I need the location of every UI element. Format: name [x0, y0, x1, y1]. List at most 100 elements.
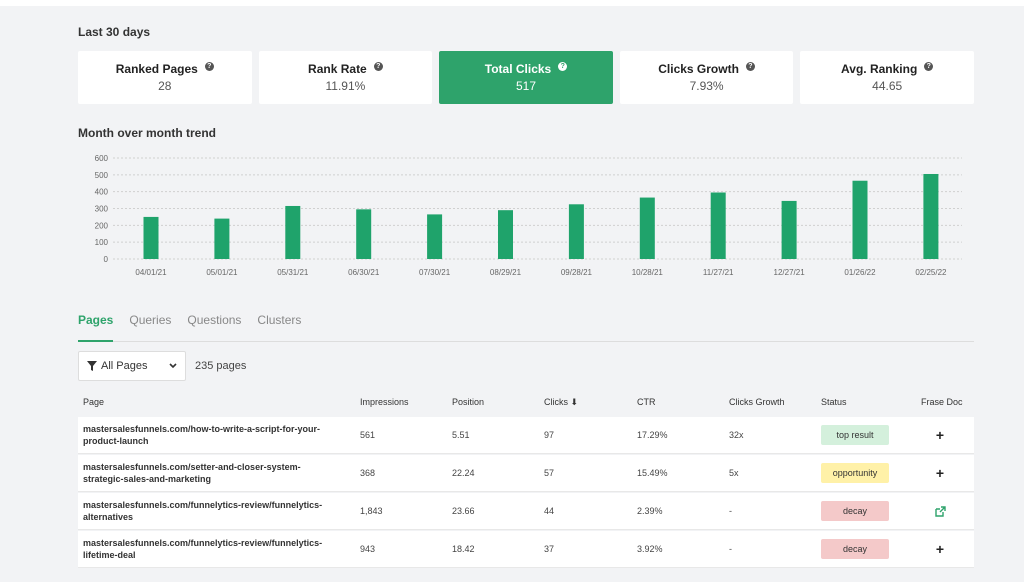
tab-questions[interactable]: Questions — [187, 313, 242, 327]
filter-label: All Pages — [101, 360, 148, 372]
x-tick-label: 11/27/21 — [703, 268, 734, 277]
card-rank-rate[interactable]: Rank Rate? 11.91% — [258, 51, 433, 104]
add-doc-icon[interactable]: + — [935, 427, 945, 443]
card-value: 11.91% — [325, 79, 366, 93]
tab-clusters[interactable]: Clusters — [257, 313, 302, 327]
page-url[interactable]: mastersalesfunnels.com/funnelytics-revie… — [83, 500, 323, 522]
bar[interactable] — [852, 180, 868, 259]
x-tick-label: 05/31/21 — [277, 268, 309, 277]
top-bar — [0, 0, 1024, 6]
position-value: 22.24 — [452, 468, 475, 478]
bar[interactable] — [781, 200, 797, 259]
col-frase-doc[interactable]: Frase Doc — [921, 397, 963, 407]
card-title: Total Clicks — [484, 62, 552, 76]
page-url[interactable]: mastersalesfunnels.com/funnelytics-revie… — [83, 538, 323, 560]
bar[interactable] — [639, 197, 655, 259]
col-ctr[interactable]: CTR — [637, 397, 656, 407]
status-badge: opportunity — [821, 463, 889, 483]
position-value: 5.51 — [452, 430, 470, 440]
clicks-growth-value: - — [729, 544, 732, 554]
help-icon[interactable]: ? — [745, 61, 755, 71]
x-tick-label: 02/25/22 — [915, 268, 947, 277]
bar[interactable] — [710, 192, 726, 259]
ctr-value: 2.39% — [637, 506, 663, 516]
x-tick-label: 01/26/22 — [844, 268, 876, 277]
table-header: Page Impressions Position Clicks ⬇ CTR C… — [78, 393, 974, 413]
range-title: Last 30 days — [78, 25, 151, 39]
table-row[interactable]: mastersalesfunnels.com/funnelytics-revie… — [78, 531, 974, 568]
page-url[interactable]: mastersalesfunnels.com/how-to-write-a-sc… — [83, 424, 321, 446]
impressions-value: 1,843 — [360, 506, 383, 516]
clicks-growth-value: 32x — [729, 430, 744, 440]
status-badge: top result — [821, 425, 889, 445]
clicks-value: 37 — [544, 544, 555, 554]
y-tick-label: 200 — [95, 221, 109, 230]
card-title: Rank Rate — [308, 62, 367, 76]
filter-icon — [87, 361, 97, 371]
card-total-clicks[interactable]: Total Clicks? 517 — [439, 51, 613, 104]
bar[interactable] — [143, 216, 159, 259]
y-tick-label: 500 — [95, 171, 109, 180]
card-value: 517 — [515, 79, 536, 93]
y-tick-label: 0 — [104, 255, 109, 264]
col-clicks-growth[interactable]: Clicks Growth — [729, 397, 785, 407]
bar[interactable] — [427, 214, 443, 259]
status-badge: decay — [821, 501, 889, 521]
bar[interactable] — [285, 205, 301, 259]
card-title: Avg. Ranking — [841, 62, 918, 76]
help-icon[interactable]: ? — [204, 61, 214, 71]
table-row[interactable]: mastersalesfunnels.com/how-to-write-a-sc… — [78, 417, 974, 454]
col-status[interactable]: Status — [821, 397, 847, 407]
bar[interactable] — [923, 173, 939, 259]
tab-bar: Pages Queries Questions Clusters — [78, 312, 974, 342]
page-url[interactable]: mastersalesfunnels.com/setter-and-closer… — [83, 462, 301, 484]
impressions-value: 368 — [360, 468, 376, 478]
add-doc-icon[interactable]: + — [935, 465, 945, 481]
y-tick-label: 100 — [95, 238, 109, 247]
trend-title: Month over month trend — [78, 126, 216, 140]
y-tick-label: 600 — [95, 154, 109, 163]
help-icon[interactable]: ? — [373, 61, 383, 71]
x-tick-label: 10/28/21 — [632, 268, 664, 277]
col-impressions[interactable]: Impressions — [360, 397, 409, 407]
card-clicks-growth[interactable]: Clicks Growth? 7.93% — [619, 51, 794, 104]
table-row[interactable]: mastersalesfunnels.com/setter-and-closer… — [78, 455, 974, 492]
help-icon[interactable]: ? — [924, 61, 934, 71]
card-value: 28 — [158, 79, 172, 93]
x-tick-label: 09/28/21 — [561, 268, 593, 277]
tab-queries[interactable]: Queries — [129, 313, 172, 327]
col-page[interactable]: Page — [83, 397, 105, 407]
tab-pages[interactable]: Pages — [78, 312, 114, 342]
card-value: 7.93% — [689, 79, 724, 93]
card-title: Ranked Pages — [115, 62, 198, 76]
bar[interactable] — [568, 204, 584, 259]
chevron-down-icon — [169, 363, 177, 369]
add-doc-icon[interactable]: + — [935, 541, 945, 557]
col-clicks[interactable]: Clicks ⬇ — [544, 397, 578, 408]
card-title: Clicks Growth — [658, 62, 739, 76]
x-tick-label: 05/01/21 — [206, 268, 238, 277]
pages-count: 235 pages — [195, 360, 247, 372]
bar[interactable] — [214, 218, 230, 259]
x-tick-label: 07/30/21 — [419, 268, 451, 277]
clicks-growth-value: - — [729, 506, 732, 516]
ctr-value: 17.29% — [637, 430, 668, 440]
ctr-value: 15.49% — [637, 468, 668, 478]
x-tick-label: 12/27/21 — [774, 268, 806, 277]
x-tick-label: 06/30/21 — [348, 268, 380, 277]
col-position[interactable]: Position — [452, 397, 485, 407]
sort-down-icon: ⬇ — [570, 397, 579, 407]
card-avg-ranking[interactable]: Avg. Ranking? 44.65 — [800, 51, 974, 104]
bar[interactable] — [498, 210, 513, 259]
table-row[interactable]: mastersalesfunnels.com/funnelytics-revie… — [78, 493, 974, 530]
y-tick-label: 300 — [95, 205, 109, 214]
card-ranked-pages[interactable]: Ranked Pages? 28 — [78, 51, 252, 104]
ctr-value: 3.92% — [637, 544, 663, 554]
help-icon[interactable]: ? — [558, 61, 568, 71]
clicks-value: 44 — [544, 506, 555, 516]
pages-filter-dropdown[interactable]: All Pages — [78, 351, 186, 381]
external-link-icon[interactable] — [934, 505, 946, 517]
clicks-value: 57 — [544, 468, 555, 478]
bar[interactable] — [356, 209, 372, 259]
clicks-value: 97 — [544, 430, 555, 440]
